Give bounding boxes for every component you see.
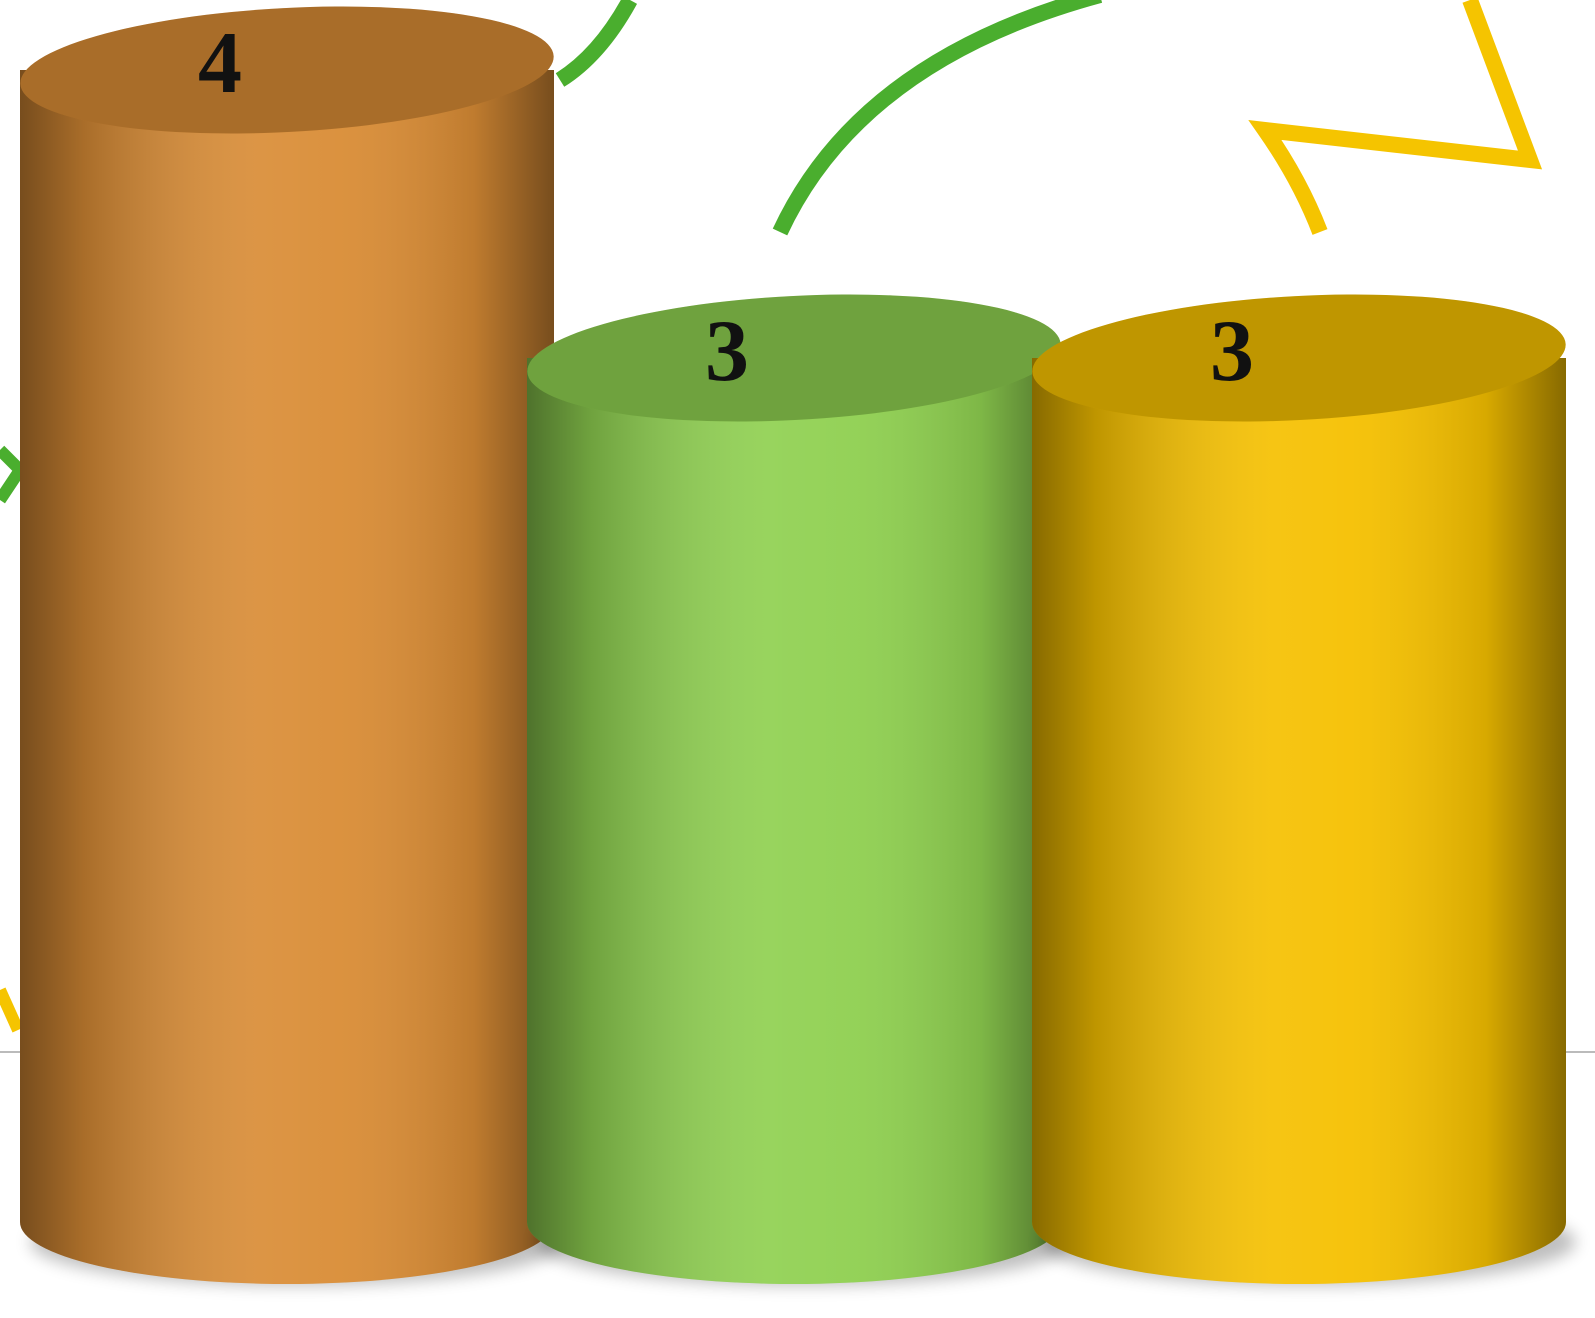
value-label: 3: [705, 303, 749, 400]
cylinder-top: [1032, 294, 1566, 422]
decor-arc: [772, 0, 1103, 236]
decor-zigzag: [0, 445, 28, 504]
cylinder-top: [527, 294, 1061, 422]
cylinder-body-shade: [1032, 358, 1566, 1222]
cylinder-top-shade: [527, 294, 1061, 422]
cylinder-top-shade: [1032, 294, 1566, 422]
cylinder-top: [20, 6, 554, 134]
value-label: 3: [1210, 303, 1254, 400]
cylinder-body-shade: [527, 358, 1061, 1222]
decor-arc: [555, 0, 638, 87]
decor-zigzag: [1248, 0, 1543, 235]
cylinder-top-shade: [20, 6, 554, 134]
cylinder-body-shade: [20, 70, 554, 1222]
value-label: 4: [198, 15, 242, 112]
decor-zigzag: [0, 987, 24, 1033]
